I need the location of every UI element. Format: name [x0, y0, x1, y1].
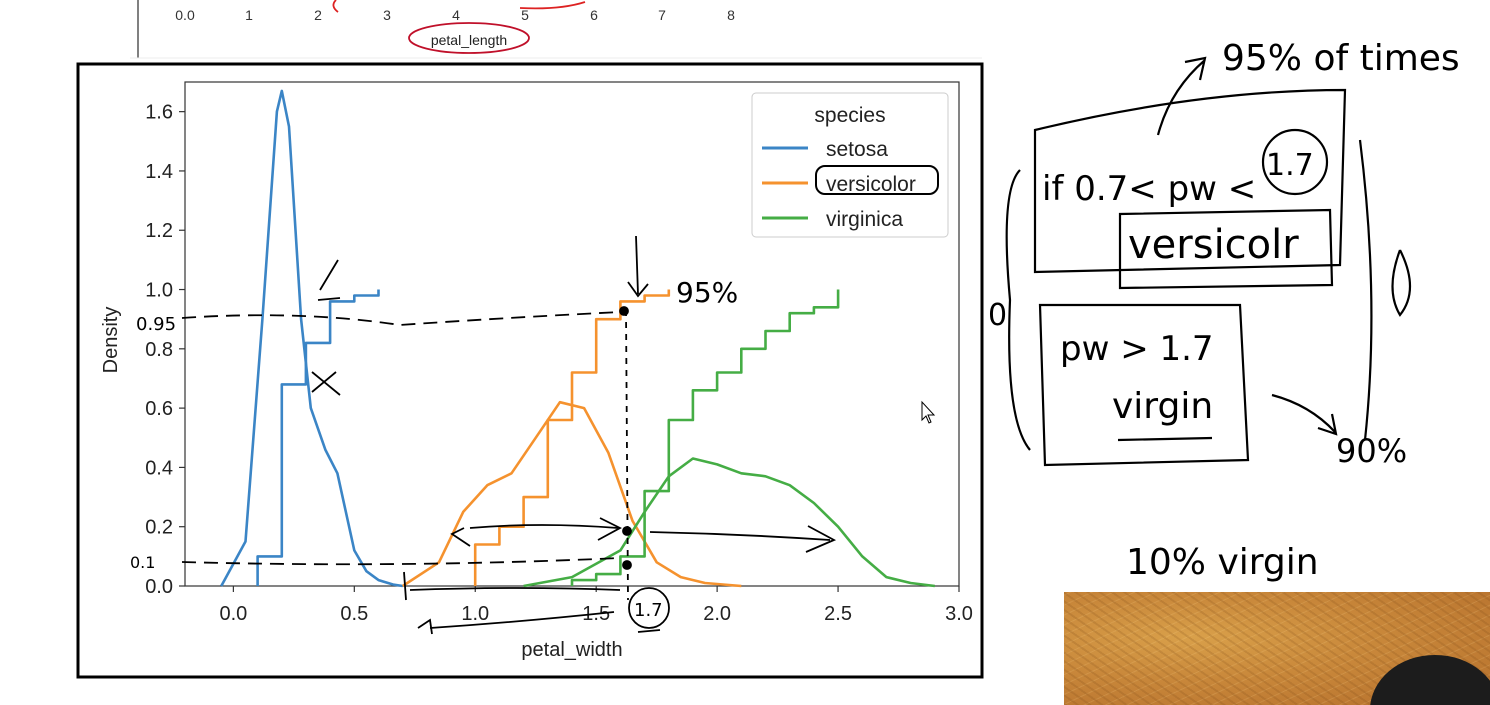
dashed-line-01 [181, 557, 621, 566]
legend: species setosa versicolor virginica [751, 92, 949, 238]
dot-01 [622, 560, 632, 570]
y-tick-label: 1.0 [145, 280, 173, 302]
circle-17 [628, 587, 670, 629]
red-annotation-strokes [332, 0, 586, 13]
series-virginica-ecdf [570, 289, 840, 586]
y-tick-label: 0.8 [145, 339, 173, 361]
mark-01: 0.1 [130, 553, 155, 572]
top-plot-fragment: 0.0 1 2 3 4 5 6 7 8 petal_length [137, 0, 735, 58]
dashed-vertical-17 [625, 309, 629, 601]
rule2-line1: pw > 1.7 [1060, 329, 1214, 369]
versicolor-highlight-box [815, 165, 939, 195]
zero-mark: 0 [988, 298, 1007, 333]
series-virginica-kde [523, 457, 935, 588]
rule-box-1-inner [1118, 208, 1334, 290]
y-axis-label: Density [100, 307, 122, 374]
y-tick-label: 0.6 [145, 398, 173, 420]
y-tick-label: 1.2 [145, 220, 173, 242]
rule2-line2: virgin [1112, 386, 1213, 427]
pct-95-label: 95% [676, 276, 738, 309]
top-tick-label: 6 [590, 7, 598, 23]
series-versicolor-ecdf [473, 289, 671, 586]
rule1-value: 1.7 [1266, 148, 1314, 183]
legend-label-versicolor: versicolor [826, 173, 916, 196]
x-tick-label: 2.5 [824, 603, 852, 625]
circle-threshold [1261, 128, 1329, 196]
pw-value-label: 1.7 [634, 600, 663, 621]
left-bracket [1005, 169, 1031, 451]
x-tick-label: 3.0 [945, 603, 973, 625]
y-tick-label: 0.4 [145, 457, 173, 479]
top-tick-label: 4 [452, 7, 460, 23]
rule-box-2 [1038, 303, 1250, 467]
arrow-down-right [1271, 393, 1338, 436]
right-bracket [1358, 139, 1373, 441]
y-tick-label: 1.4 [145, 161, 173, 183]
top-tick-label: 5 [521, 7, 529, 23]
dashed-line-095 [181, 311, 621, 326]
dot-095 [619, 306, 629, 316]
underline-17 [637, 629, 661, 633]
mouse-cursor-icon [921, 400, 936, 424]
check-marks [311, 259, 341, 396]
bottom-note: 10% virgin [1126, 542, 1319, 583]
dot-cross [622, 526, 632, 536]
y-tick-label: 0.0 [145, 576, 173, 598]
chart-annotations [181, 235, 837, 635]
arrow-left-right [450, 517, 622, 547]
arrow-up [1156, 56, 1207, 136]
rule-box-1 [1033, 88, 1347, 274]
top-tick-label: 8 [727, 7, 735, 23]
rule1-note: 95% of times [1222, 38, 1460, 79]
arrow-right [649, 525, 837, 553]
y-tick-label: 1.6 [145, 102, 173, 124]
series-setosa-kde [220, 89, 403, 588]
density-chart: 0.00.20.40.60.81.01.21.41.6 0.0 0.5 1.0 1.5… [100, 81, 973, 661]
webcam-overlay [1064, 592, 1490, 705]
legend-label-virginica: virginica [826, 208, 903, 231]
x-tick-label: 0.0 [219, 603, 247, 625]
bottom-arrows [403, 571, 621, 635]
mark-095: 0.95 [136, 314, 176, 335]
top-tick-label: 1 [245, 7, 253, 23]
series-setosa-ecdf [256, 289, 380, 586]
x-axis-label: petal_width [521, 639, 622, 661]
top-xlabel: petal_length [431, 32, 507, 48]
top-tick-label: 3 [383, 7, 391, 23]
legend-title: species [814, 104, 885, 127]
red-circle-annotation [408, 22, 530, 54]
legend-label-setosa: setosa [826, 138, 888, 161]
rule2-note: 90% [1336, 432, 1407, 470]
right-loop [1391, 249, 1411, 317]
down-arrow [627, 235, 649, 298]
rule1-line1: if 0.7< pw < [1042, 169, 1256, 209]
top-tick-label: 0.0 [175, 7, 195, 23]
x-tick-label: 0.5 [340, 603, 368, 625]
y-tick-label: 0.2 [145, 517, 173, 539]
top-tick-label: 7 [658, 7, 666, 23]
rule1-line2: versicolr [1128, 222, 1299, 268]
rule-notes [1005, 56, 1411, 467]
x-tick-label: 2.0 [703, 603, 731, 625]
x-tick-label: 1.0 [461, 603, 489, 625]
virgin-underline [1117, 436, 1213, 442]
top-tick-label: 2 [314, 7, 322, 23]
